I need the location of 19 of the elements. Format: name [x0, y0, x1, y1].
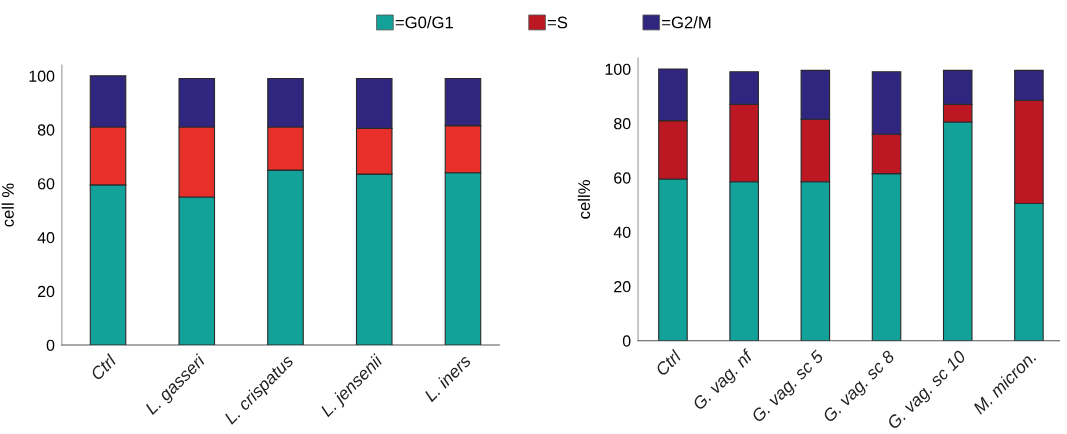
y-tick-label: 80 [614, 117, 631, 130]
y-tick-label: 20 [37, 285, 55, 298]
y-tick-label: 40 [613, 226, 631, 238]
legend-label: =G0/G1 [395, 16, 453, 29]
y-tick-label: 20 [614, 280, 631, 293]
y-tick-label: 0 [46, 339, 55, 351]
x-tick-label: Ctrl [89, 353, 118, 381]
y-tick-label: 100 [29, 70, 55, 82]
y-tick-label: 100 [605, 63, 631, 75]
y-axis-title: cell % [1, 183, 14, 227]
x-tick-label: Ctrl [654, 348, 683, 377]
y-tick-label: 60 [37, 178, 55, 190]
y-tick-label: 80 [37, 124, 55, 136]
y-tick-label: 60 [614, 172, 631, 184]
legend-label: =G2/M [662, 16, 711, 29]
legend-label: =S [547, 16, 568, 29]
y-axis-title: cell% [577, 180, 591, 219]
y-tick-label: 40 [37, 232, 55, 244]
y-tick-label: 0 [622, 335, 631, 347]
